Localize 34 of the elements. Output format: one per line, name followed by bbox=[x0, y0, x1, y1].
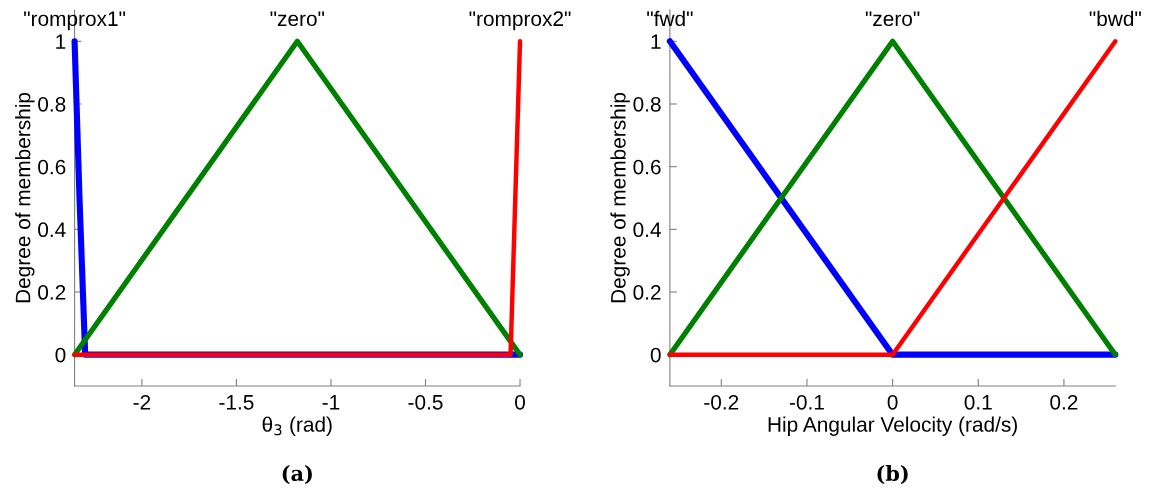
x-tick-label: -1.5 bbox=[219, 395, 254, 410]
x-tick-label: -1 bbox=[322, 395, 340, 410]
y-axis-title: Degree of membership bbox=[610, 92, 630, 303]
y-tick-label: 1 bbox=[651, 34, 661, 49]
x-axis-title: Hip Angular Velocity (rad/s) bbox=[768, 416, 1017, 436]
y-tick-label: 0.8 bbox=[38, 96, 66, 112]
y-tick-label: 0.6 bbox=[633, 159, 661, 175]
annotation: "zero" bbox=[270, 11, 325, 27]
x-tick-label: 0.1 bbox=[964, 394, 992, 410]
x-tick-label: -0.5 bbox=[408, 394, 443, 410]
annotation: "bwd" bbox=[1089, 10, 1141, 27]
annotation: "zero" bbox=[865, 11, 920, 27]
y-tick-label: 0.2 bbox=[633, 285, 661, 300]
x-tick-label: 0.2 bbox=[1050, 394, 1078, 410]
x-tick-label: -2 bbox=[133, 394, 151, 410]
x-tick-label: -0.2 bbox=[704, 394, 739, 410]
x-tick-label: 0 bbox=[887, 394, 898, 410]
y-tick-label: 0.2 bbox=[38, 285, 66, 300]
x-tick-label: 0 bbox=[515, 394, 525, 410]
annotation: "romprox2" bbox=[469, 11, 571, 31]
y-tick-label: 0.4 bbox=[633, 222, 661, 238]
x-axis-title: θ$_{3}$ (rad) bbox=[262, 416, 332, 436]
y-tick-label: 0 bbox=[55, 347, 66, 363]
text: (a) bbox=[282, 464, 312, 485]
text: (b) bbox=[877, 464, 908, 485]
y-tick-label: 0 bbox=[650, 347, 661, 363]
y-tick-label: 0.8 bbox=[633, 96, 661, 112]
y-axis-title: Degree of membership bbox=[15, 92, 35, 303]
x-tick-label: -0.1 bbox=[789, 394, 824, 410]
annotation: "romprox1" bbox=[24, 11, 126, 31]
y-tick-label: 0.4 bbox=[38, 222, 66, 238]
y-tick-label: 0.6 bbox=[38, 159, 66, 175]
y-tick-label: 1 bbox=[56, 34, 66, 49]
annotation: "fwd" bbox=[647, 10, 693, 27]
